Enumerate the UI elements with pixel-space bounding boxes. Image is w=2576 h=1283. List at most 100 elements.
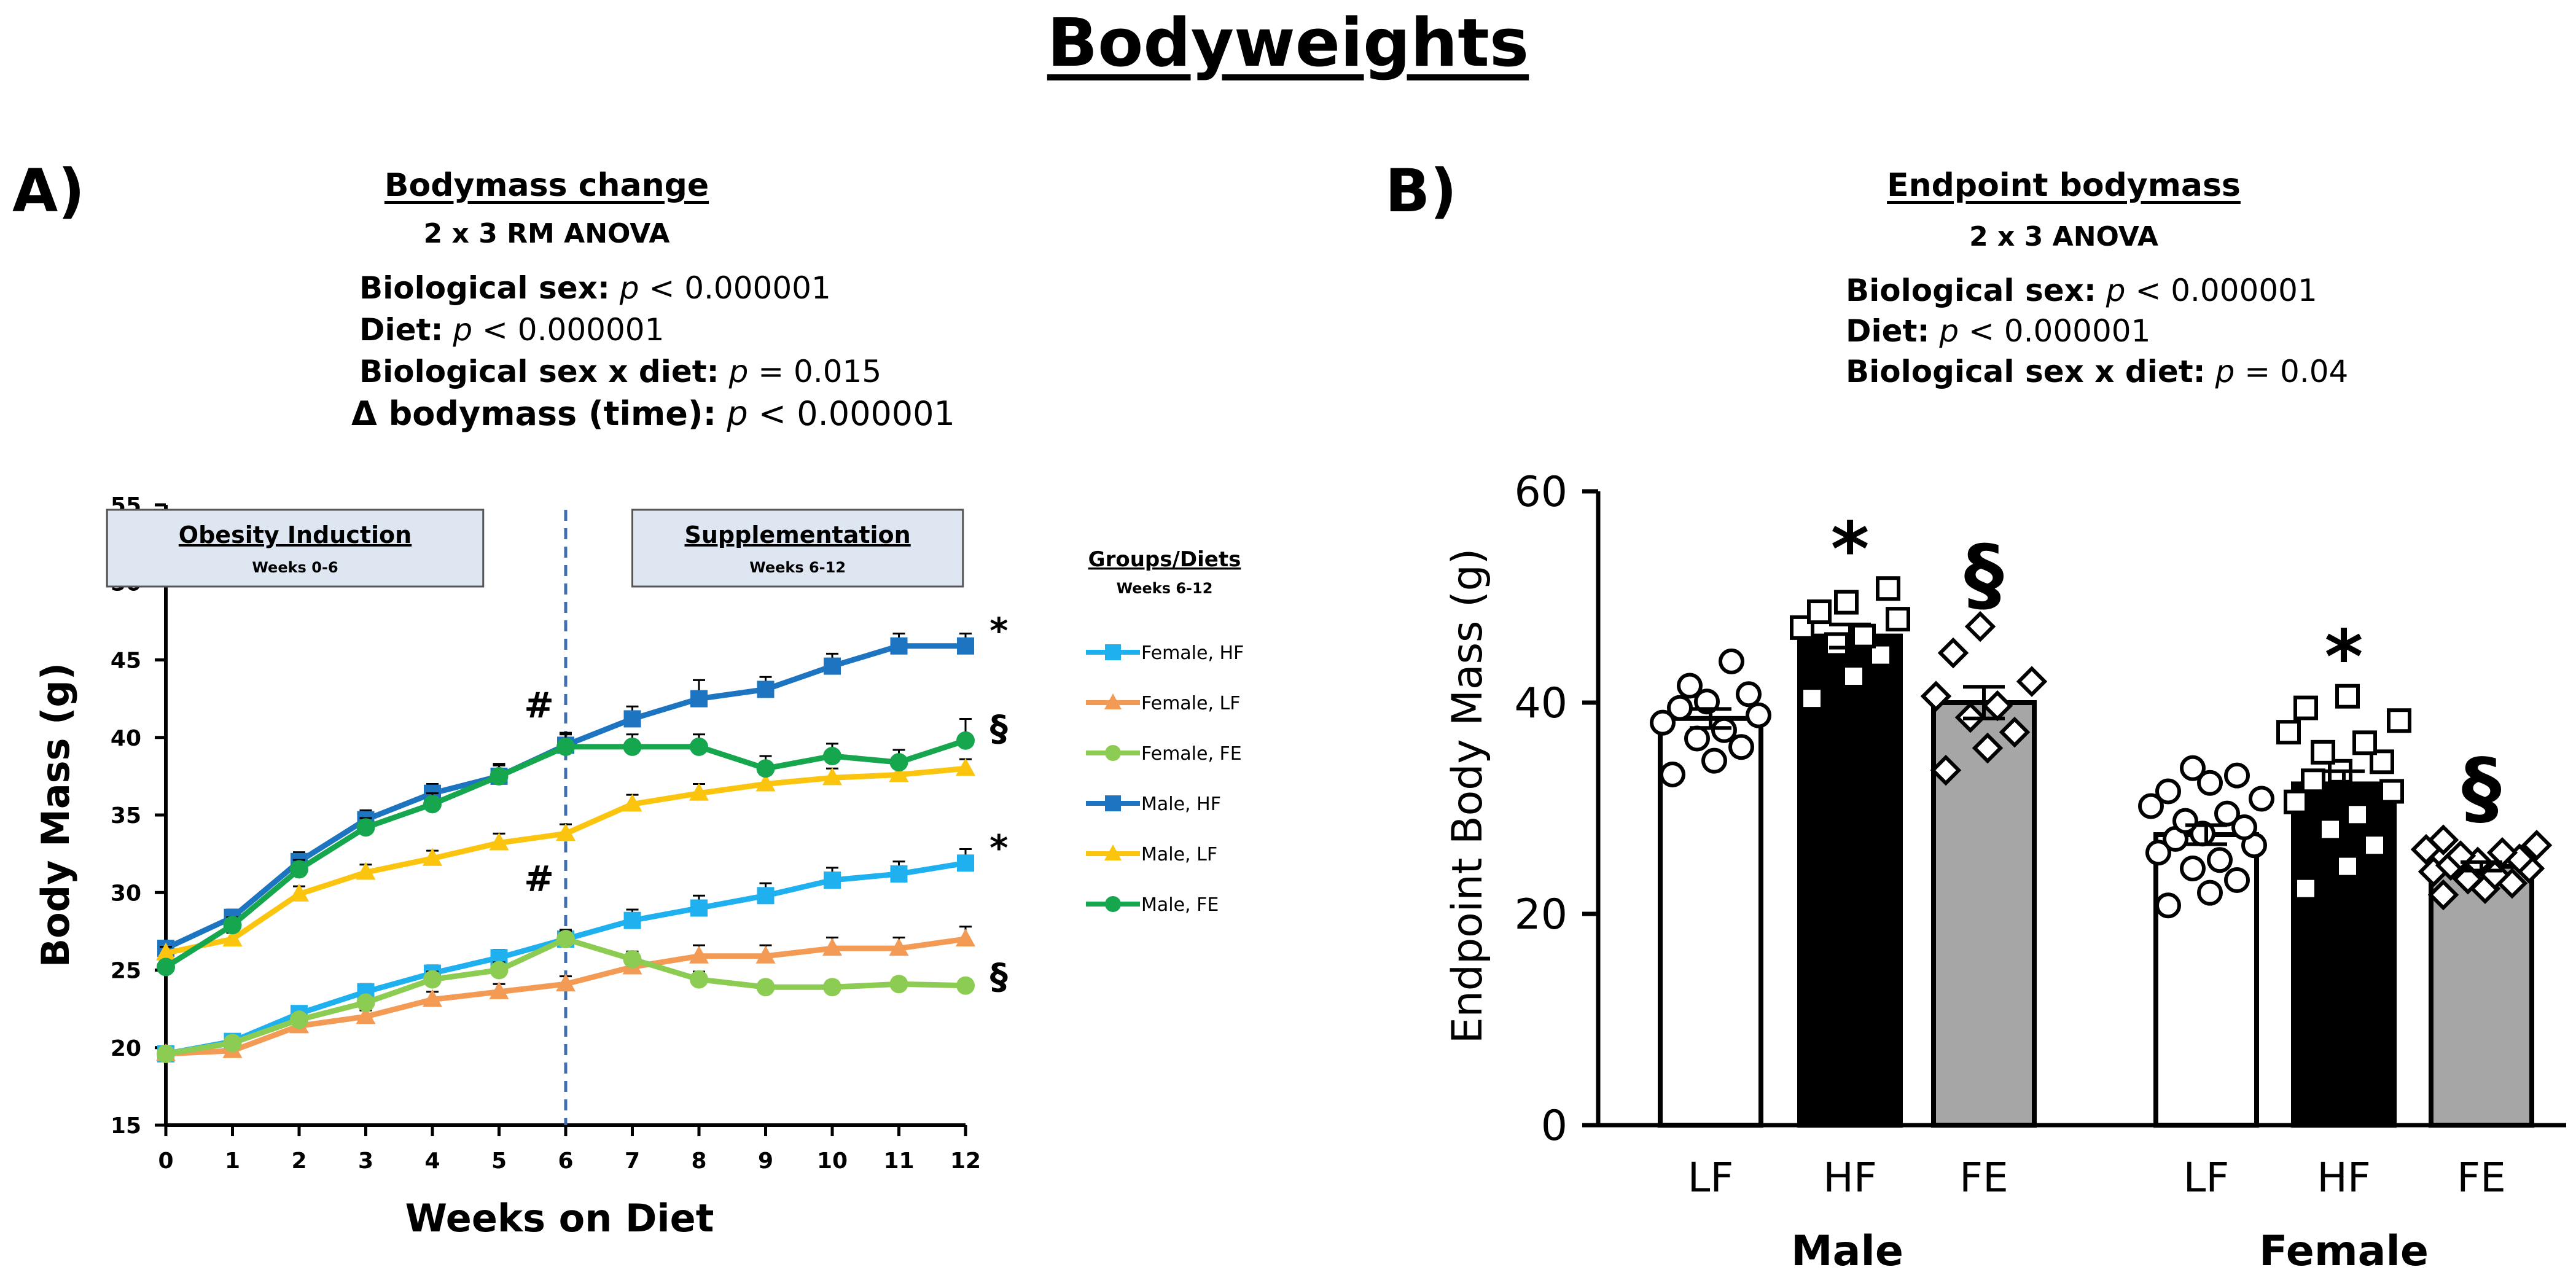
data-point — [1851, 623, 1876, 649]
y-tick-label: 40 — [1514, 679, 1567, 728]
data-point — [1736, 681, 1762, 708]
line-chart-plot: 1520253035404550550123456789101112Weeks … — [33, 493, 1244, 1241]
legend-item: Female, HF — [1086, 642, 1244, 664]
y-tick-label: 30 — [111, 881, 141, 906]
panel-b-label: B) — [1385, 157, 1458, 225]
legend-swatch-marker — [1104, 844, 1122, 860]
legend-label: Male, HF — [1141, 794, 1221, 815]
y-axis-label: Endpoint Body Mass (g) — [1443, 548, 1492, 1044]
x-category-label: FE — [2457, 1154, 2506, 1201]
data-point — [290, 860, 308, 879]
data-point — [423, 970, 442, 989]
panel-b-stat-sex: Biological sex: p < 0.000001 — [1846, 273, 2317, 308]
data-point — [2362, 833, 2387, 858]
data-point — [2427, 879, 2459, 911]
phase-box-obesity-induction: Obesity Induction Weeks 0-6 — [106, 509, 485, 588]
data-point — [889, 764, 909, 782]
data-point — [757, 887, 775, 905]
data-point — [2224, 867, 2250, 893]
data-point — [956, 731, 975, 750]
data-point — [690, 970, 708, 989]
data-point — [823, 747, 841, 766]
significance-mark: § — [1964, 528, 2004, 621]
data-point — [957, 637, 974, 655]
legend-subtitle: Weeks 6-12 — [1117, 580, 1213, 597]
data-point — [889, 938, 909, 956]
data-point — [1824, 632, 1849, 657]
data-point — [822, 938, 842, 956]
x-tick-label: 1 — [225, 1148, 240, 1174]
data-point — [1834, 590, 1859, 615]
data-point — [623, 710, 641, 728]
data-point — [223, 916, 242, 935]
significance-mark: * — [989, 827, 1008, 869]
series-female-fe — [157, 930, 975, 1063]
data-point — [1876, 576, 1900, 601]
y-tick-label: 20 — [111, 1036, 141, 1061]
data-point — [2145, 840, 2171, 866]
data-point — [1807, 599, 1832, 625]
phase-box-rect — [106, 509, 485, 588]
data-point — [889, 753, 908, 772]
data-point — [2207, 847, 2233, 873]
phase-box-supplementation: Supplementation Weeks 6-12 — [631, 509, 964, 588]
y-tick-label: 0 — [1541, 1102, 1567, 1150]
data-point — [822, 767, 842, 786]
legend-swatch-marker — [1105, 896, 1121, 912]
phase-box-subtitle: Weeks 6-12 — [749, 559, 846, 576]
y-tick-label: 35 — [111, 803, 141, 829]
y-tick-label: 40 — [111, 726, 141, 751]
significance-mark: # — [524, 684, 554, 726]
data-point — [156, 942, 176, 961]
data-point — [2284, 789, 2308, 814]
x-category-label: FE — [1959, 1154, 2008, 1201]
significance-mark: * — [1831, 507, 1870, 593]
data-point — [1999, 716, 2031, 748]
data-point — [2224, 762, 2250, 789]
significance-mark: * — [989, 610, 1008, 652]
data-point — [290, 1010, 308, 1029]
panel-a-stat-diet: Diet: p < 0.000001 — [359, 312, 665, 348]
data-point — [1937, 637, 1969, 669]
x-tick-label: 8 — [691, 1148, 706, 1174]
data-point — [423, 989, 442, 1007]
data-point — [2197, 879, 2223, 906]
legend-label: Male, FE — [1141, 894, 1219, 916]
panel-a-anova: 2 x 3 RM ANOVA — [423, 218, 670, 249]
data-point — [956, 929, 975, 946]
x-category-label: HF — [2317, 1154, 2371, 1201]
data-point — [2352, 730, 2377, 755]
data-point — [690, 899, 708, 917]
data-point — [157, 1044, 175, 1063]
x-tick-label: 11 — [883, 1148, 914, 1174]
data-point — [1964, 610, 1996, 642]
panel-a-stat-interaction: Biological sex x diet: p = 0.015 — [359, 354, 882, 389]
data-point — [2379, 779, 2404, 804]
legend-label: Female, LF — [1141, 693, 1241, 714]
data-point — [2293, 876, 2318, 901]
legend-item: Female, LF — [1086, 693, 1241, 714]
data-point — [356, 993, 375, 1012]
x-tick-label: 0 — [158, 1148, 173, 1174]
significance-mark: # — [524, 858, 554, 900]
data-point — [1930, 754, 1962, 786]
data-point — [1650, 709, 1676, 736]
data-point — [690, 737, 708, 756]
data-point — [556, 737, 575, 756]
data-point — [490, 961, 509, 980]
data-point — [2155, 778, 2181, 805]
panel-a-title: Bodymass change — [384, 167, 709, 204]
data-point — [556, 823, 576, 841]
data-point — [890, 865, 908, 883]
series-male-lf — [156, 758, 975, 961]
data-point — [2197, 770, 2223, 796]
x-axis-label: Weeks on Diet — [405, 1196, 714, 1241]
legend: Groups/Diets Weeks 6-12 Female, HF Female, … — [1086, 547, 1244, 916]
phase-box-title: Obesity Induction — [179, 521, 412, 548]
x-tick-label: 6 — [558, 1148, 573, 1174]
data-point — [289, 883, 309, 902]
bar-group-female: LF * HF § FE Female — [2138, 615, 2553, 1276]
panel-a-label: A) — [12, 157, 85, 225]
data-point — [1972, 732, 2004, 764]
data-point — [222, 929, 243, 946]
